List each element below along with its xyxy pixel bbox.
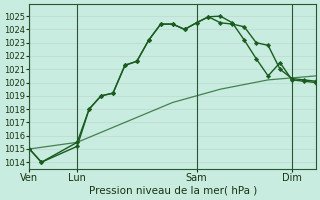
X-axis label: Pression niveau de la mer( hPa ): Pression niveau de la mer( hPa ) — [89, 186, 257, 196]
